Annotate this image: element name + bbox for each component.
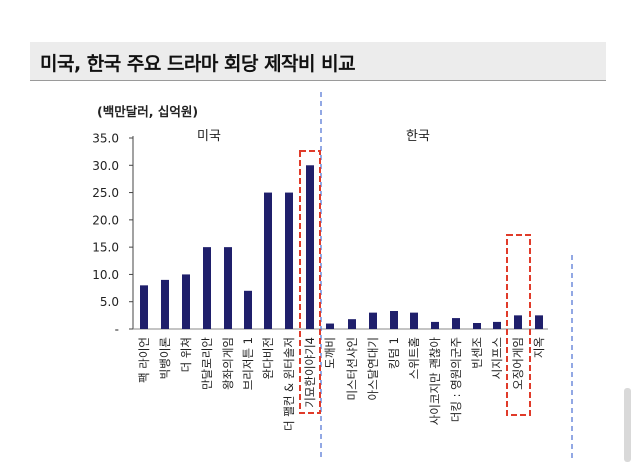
bar-9 (306, 165, 314, 329)
bar-4 (203, 247, 211, 329)
bar-7 (264, 192, 272, 329)
y-tick-label: 5.0 (100, 295, 119, 309)
bar-16 (452, 318, 460, 329)
x-tick-label: 기묘한이야기4 (303, 337, 317, 408)
x-tick-label: 더 팰컨 & 윈터솔저 (282, 337, 296, 431)
bar-8 (285, 192, 293, 329)
x-tick-label: 미스터션샤인 (345, 337, 359, 400)
bar-5 (224, 247, 232, 329)
x-tick-label: 더킹 : 영원의군주 (449, 337, 463, 422)
y-tick-label: 30.0 (92, 159, 119, 173)
x-tick-label: 오징어게임 (511, 337, 525, 390)
y-tick-label: - (115, 323, 119, 337)
scrollbar[interactable] (624, 388, 631, 462)
y-tick-label: 20.0 (92, 213, 119, 227)
highlight-box-1 (299, 150, 321, 414)
page-title: 미국, 한국 주요 드라마 회당 제작비 비교 (40, 53, 356, 75)
title-band: 미국, 한국 주요 드라마 회당 제작비 비교 (30, 42, 606, 81)
x-tick-label: 빈센조 (470, 337, 484, 369)
bar-18 (493, 321, 501, 329)
group-label-kr: 한국 (406, 129, 430, 144)
bar-17 (473, 322, 481, 329)
bar-19 (514, 315, 522, 329)
bar-6 (244, 290, 252, 329)
y-tick-label: 15.0 (92, 241, 119, 255)
y-tick-label: 10.0 (92, 268, 119, 282)
x-tick-label: 킹덤 1 (387, 337, 401, 369)
x-tick-label: 왕좌의게임 (221, 337, 235, 390)
bar-15 (431, 321, 439, 329)
x-tick-label: 스위트홈 (407, 337, 421, 379)
x-tick-label: 사이코지만 괜찮아 (428, 337, 442, 426)
highlight-box-2 (506, 234, 531, 416)
x-tick-label: 지옥 (532, 337, 546, 358)
x-tick-label: 만달로리안 (200, 337, 214, 390)
group-label-us: 미국 (197, 129, 221, 144)
bar-12 (369, 312, 377, 329)
bar-20 (535, 315, 543, 329)
x-tick-label: 아스달연대기 (366, 337, 380, 400)
y-tick-label: 35.0 (92, 132, 119, 146)
y-tick-label: 25.0 (92, 186, 119, 200)
bar-2 (161, 279, 169, 329)
bar-11 (348, 319, 356, 329)
x-tick-label: 완다비전 (261, 337, 275, 379)
bar-13 (390, 310, 398, 329)
x-tick-label: 도깨비 (323, 337, 337, 369)
bar-14 (410, 312, 418, 329)
bar-3 (182, 274, 190, 329)
x-tick-label: 시지프스 (490, 337, 504, 379)
bar-10 (326, 323, 334, 329)
x-tick-label: 더 위쳐 (179, 337, 193, 372)
unit-label: (백만달러, 십억원) (97, 104, 198, 119)
x-tick-label: 팩 라이언 (137, 337, 151, 383)
bar-1 (140, 285, 148, 329)
x-tick-label: 빅뱅이론 (158, 337, 172, 379)
x-tick-label: 브리저튼 1 (241, 337, 255, 390)
